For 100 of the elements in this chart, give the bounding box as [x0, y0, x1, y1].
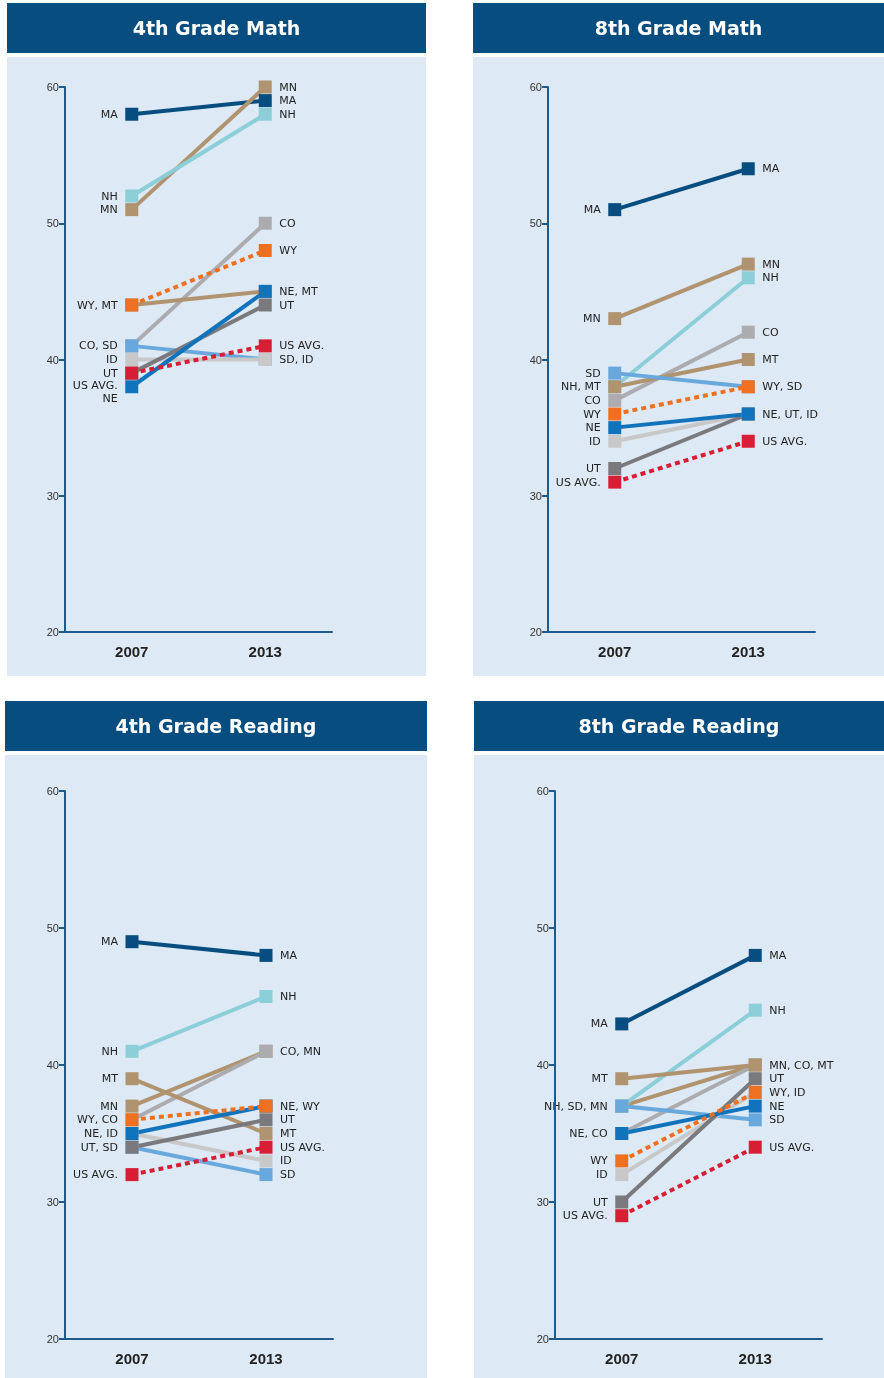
y-tick-label: 20 — [529, 626, 542, 638]
annotation: UT — [280, 1113, 296, 1127]
annotation: NH, MT — [561, 380, 602, 394]
chart-title: 4th Grade Math — [7, 3, 426, 53]
annotation: MA — [590, 1017, 609, 1031]
y-tick-label: 60 — [536, 785, 549, 797]
y-tick-label: 60 — [46, 81, 59, 93]
annotation: NE, WY — [280, 1099, 321, 1113]
annotation: US AVG. — [280, 1140, 325, 1154]
y-tick-label: 40 — [529, 353, 542, 366]
y-tick-label: 50 — [46, 922, 59, 934]
annotation: ID — [589, 434, 601, 448]
annotation: US AVG. — [769, 1140, 815, 1154]
annotation: US AVG. — [73, 1168, 118, 1182]
annotation: NE, UT, ID — [762, 407, 818, 421]
y-tick-label: 50 — [536, 922, 549, 934]
annotation: CO — [279, 216, 296, 230]
y-tick-label: 30 — [46, 489, 59, 502]
annotation: CO, MN — [280, 1044, 322, 1058]
annotation: ID — [106, 353, 118, 366]
annotation: NE — [102, 391, 118, 405]
annotation: MA — [100, 107, 119, 121]
x-tick-label: 2007 — [605, 1350, 639, 1367]
annotation: US AVG. — [555, 475, 601, 489]
annotation: NE, CO — [569, 1127, 609, 1140]
annotation: WY, CO — [77, 1113, 119, 1127]
annotation: NH — [101, 189, 118, 203]
annotation: MA — [279, 94, 297, 108]
annotation: NH — [769, 1003, 786, 1017]
annotation: NH — [101, 1044, 118, 1058]
annotation: WY, ID — [769, 1085, 806, 1099]
y-tick-label: 30 — [529, 489, 542, 502]
y-tick-label: 30 — [536, 1196, 549, 1208]
annotation: UT, SD — [80, 1140, 118, 1154]
annotation: NH — [280, 990, 297, 1003]
annotation: UT — [102, 366, 119, 380]
annotation: MA — [769, 948, 787, 962]
y-tick-label: 40 — [46, 1059, 59, 1071]
annotation: NH — [762, 271, 779, 285]
annotation: NE, ID — [84, 1127, 118, 1140]
y-tick-label: 50 — [529, 217, 542, 230]
y-tick-label: 50 — [46, 217, 59, 230]
annotation: ID — [596, 1168, 608, 1182]
x-tick-label: 2007 — [115, 643, 149, 660]
annotation: WY — [583, 407, 602, 421]
annotation: UT — [769, 1072, 785, 1086]
annotation: SD — [769, 1113, 785, 1127]
annotation: MN — [100, 1099, 118, 1113]
annotation: WY, MT — [76, 298, 119, 312]
annotation: MA — [583, 203, 602, 217]
annotation: MN — [583, 312, 601, 326]
annotation: WY — [590, 1154, 609, 1168]
y-tick-label: 40 — [46, 353, 59, 366]
annotation: MT — [762, 353, 779, 366]
annotation: WY, SD — [762, 380, 803, 394]
y-tick-label: 40 — [536, 1059, 549, 1071]
x-tick-label: 2013 — [248, 643, 282, 660]
x-tick-label: 2013 — [731, 643, 765, 660]
y-tick-label: 30 — [46, 1196, 59, 1208]
annotation: MA — [100, 935, 119, 949]
annotation: CO — [584, 393, 602, 407]
y-tick-label: 60 — [529, 81, 542, 93]
annotation: US AVG. — [762, 434, 808, 448]
annotation: US AVG. — [562, 1209, 608, 1223]
annotation: SD — [280, 1168, 296, 1182]
annotation: MT — [101, 1072, 119, 1086]
annotation: MN — [100, 203, 118, 217]
annotation: MN, CO, MT — [769, 1058, 834, 1072]
annotation: CO — [762, 325, 779, 339]
annotation: NE — [769, 1099, 785, 1113]
annotation: NE, MT — [279, 284, 318, 298]
annotation: MT — [591, 1072, 609, 1086]
chart-title: 8th Grade Reading — [474, 701, 884, 751]
annotation: MT — [280, 1127, 297, 1140]
annotation: MA — [762, 162, 780, 176]
annotation: US AVG. — [72, 379, 118, 393]
annotation: UT — [279, 298, 295, 312]
x-tick-label: 2013 — [738, 1350, 772, 1367]
y-tick-label: 20 — [536, 1333, 549, 1345]
y-tick-label: 20 — [46, 626, 59, 638]
annotation: UT — [585, 462, 602, 475]
annotation: ID — [280, 1154, 292, 1168]
annotation: US AVG. — [279, 339, 325, 353]
x-tick-label: 2007 — [598, 643, 632, 660]
annotation: MN — [762, 257, 780, 271]
annotation: MA — [280, 948, 298, 962]
x-tick-label: 2007 — [115, 1350, 149, 1367]
annotation: NH — [279, 107, 296, 121]
annotation: UT — [592, 1195, 609, 1209]
annotation: NE — [585, 421, 601, 435]
y-tick-label: 20 — [46, 1333, 59, 1345]
chart-title: 8th Grade Math — [473, 3, 884, 53]
annotation: SD, ID — [279, 353, 314, 366]
annotation: CO, SD — [78, 339, 118, 353]
annotation: MN — [279, 80, 297, 94]
x-tick-label: 2013 — [249, 1350, 283, 1367]
annotation: SD — [585, 366, 601, 380]
chart-title: 4th Grade Reading — [5, 701, 427, 751]
annotation: WY — [279, 244, 298, 257]
y-tick-label: 60 — [46, 785, 59, 797]
